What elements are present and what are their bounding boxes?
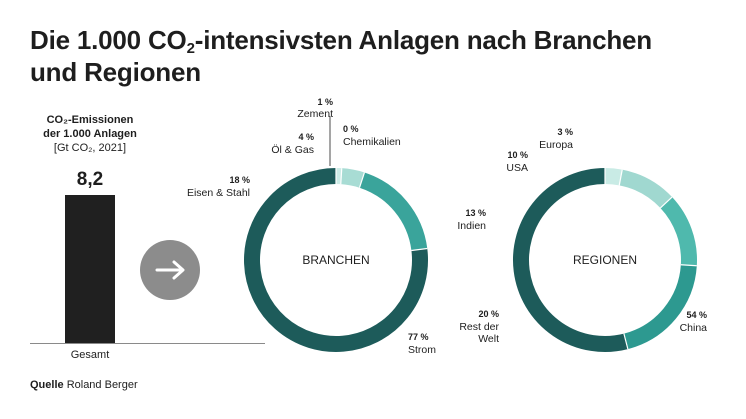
donut-title-branchen: BRANCHEN (302, 253, 369, 267)
slice-usa (618, 169, 673, 209)
slice-separator (618, 169, 623, 186)
slice-separator (659, 196, 673, 209)
slice-name-label-zement: Zement (297, 108, 333, 120)
caption-line-1: CO₂-Emissionen (46, 114, 134, 126)
slice-indien (660, 197, 697, 266)
slice-pct-label-china: 54 % (686, 310, 707, 320)
bar-gesamt (65, 195, 115, 343)
slice-name-label-strom: Strom (408, 344, 436, 356)
caption-line-2: der 1.000 Anlagen (43, 128, 137, 140)
bar-value-label: 8,2 (76, 169, 104, 190)
slice-strom (244, 168, 428, 352)
slice-pct-label-europa: 3 % (557, 127, 573, 137)
slice-separator (680, 264, 697, 267)
slice-name-label-rest-der-welt: Rest der Welt (459, 321, 499, 345)
slice-pct-label-indien: 13 % (465, 208, 486, 218)
slice-separator (411, 247, 428, 252)
slice-name-label-chemikalien: Chemikalien (343, 136, 401, 148)
slice-name-label-eisen-stahl: Eisen & Stahl (187, 187, 250, 199)
donut-title-regionen: REGIONEN (573, 253, 637, 267)
slice-öl-gas (340, 168, 365, 188)
slice-pct-label-usa: 10 % (507, 150, 528, 160)
slice-pct-label-rest-der-welt: 20 % (478, 309, 499, 319)
bar-category-label: Gesamt (70, 349, 110, 361)
slice-pct-label-öl-gas: 4 % (298, 132, 314, 142)
slice-china (513, 168, 628, 352)
slice-name-label-indien: Indien (457, 220, 486, 232)
bar-chart-caption: CO₂-Emissionen der 1.000 Anlagen [Gt CO₂… (20, 113, 160, 155)
source-note: Quelle Roland Berger (30, 379, 138, 391)
slice-separator (623, 333, 629, 350)
slice-pct-label-strom: 77 % (408, 332, 429, 342)
x-axis-line (30, 343, 265, 344)
slice-name-label-usa: USA (506, 162, 528, 174)
slice-name-label-europa: Europa (539, 139, 573, 151)
slice-name-label-china: China (680, 322, 708, 334)
slice-pct-label-eisen-stahl: 18 % (229, 175, 250, 185)
slice-pct-label-chemikalien: 0 % (343, 124, 359, 134)
slice-rest-der-welt (623, 264, 697, 350)
arrow-right-icon (140, 240, 200, 300)
slice-name-label-öl-gas: Öl & Gas (271, 144, 314, 156)
caption-unit: [Gt CO₂, 2021] (53, 142, 127, 154)
page-title: Die 1.000 CO2-intensivsten Anlagen nach … (30, 25, 652, 87)
slice-pct-label-zement: 1 % (317, 97, 333, 107)
slice-separator (358, 172, 366, 188)
slice-separator (340, 168, 343, 185)
slice-eisen-stahl (359, 172, 428, 251)
slice-europa (604, 168, 623, 186)
